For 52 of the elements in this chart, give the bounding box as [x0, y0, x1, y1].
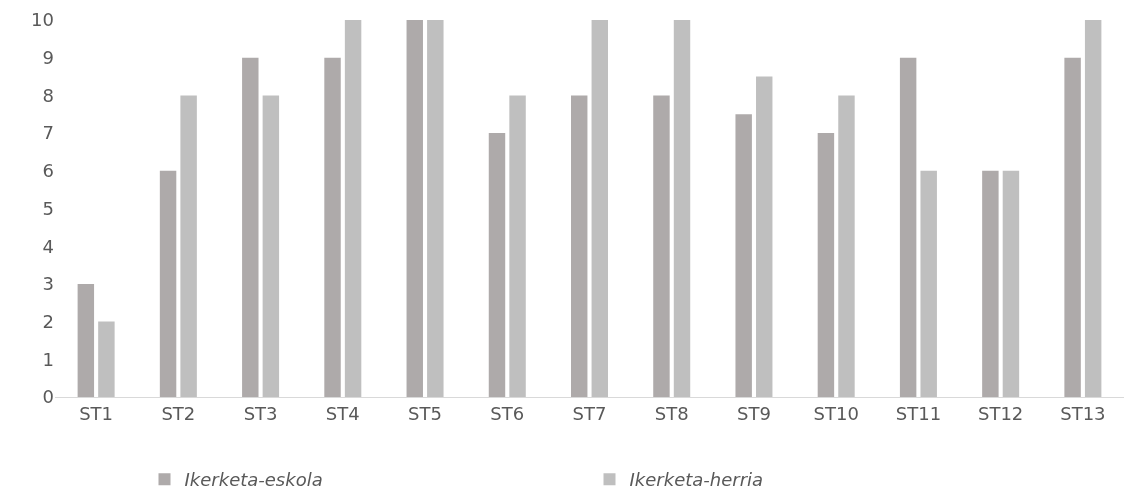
bar: [1064, 57, 1081, 397]
x-tick-label: ST5: [408, 402, 442, 424]
y-tick-label: 8: [42, 84, 54, 106]
bar: [982, 170, 999, 397]
x-tick-label: ST13: [1060, 402, 1106, 424]
bar: [838, 95, 855, 397]
bar: [324, 57, 341, 397]
x-tick-label: ST12: [977, 402, 1024, 424]
bar: [262, 95, 280, 397]
bar: [899, 57, 917, 397]
bar: [427, 20, 444, 397]
x-tick-label: ST1: [79, 402, 114, 424]
y-tick-label: 2: [42, 310, 54, 332]
bar: [180, 95, 197, 397]
bar: [159, 170, 177, 397]
bar: [1002, 170, 1020, 397]
y-tick-label: 7: [42, 122, 54, 144]
bar: [242, 57, 259, 397]
x-tick-label: ST4: [325, 402, 360, 424]
bar: [488, 133, 506, 397]
x-tick-label: ST8: [654, 402, 689, 424]
x-tick-label: ST3: [243, 402, 278, 424]
x-tick-label: ST6: [490, 402, 525, 424]
bar: [406, 20, 423, 397]
y-tick-label: 9: [42, 47, 54, 68]
y-tick-label: 10: [31, 9, 54, 31]
bar: [1084, 20, 1102, 397]
legend-label: Ikerketa-herria: [629, 469, 764, 491]
y-tick-label: 5: [42, 197, 54, 219]
bar: [817, 133, 835, 397]
x-tick-label: ST9: [737, 402, 771, 424]
x-tick-label: ST7: [572, 402, 607, 424]
bar: [591, 20, 608, 397]
bar: [673, 20, 691, 397]
bar: [98, 321, 115, 397]
bar: [344, 20, 362, 397]
bar: [653, 95, 670, 397]
y-tick-label: 4: [42, 235, 54, 257]
bar: [571, 95, 588, 397]
bar: [77, 283, 95, 397]
x-tick-label: ST2: [161, 402, 196, 424]
bar: [509, 95, 526, 397]
y-tick-label: 6: [42, 160, 54, 182]
bar: [756, 76, 773, 397]
bar: [920, 170, 937, 397]
x-tick-label: ST10: [813, 402, 859, 424]
y-tick-label: 1: [42, 348, 54, 370]
x-tick-label: ST11: [895, 402, 942, 424]
legend-label: Ikerketa-eskola: [184, 469, 323, 491]
bar: [735, 114, 752, 397]
y-tick-label: 0: [42, 386, 54, 408]
y-tick-label: 3: [42, 273, 54, 295]
